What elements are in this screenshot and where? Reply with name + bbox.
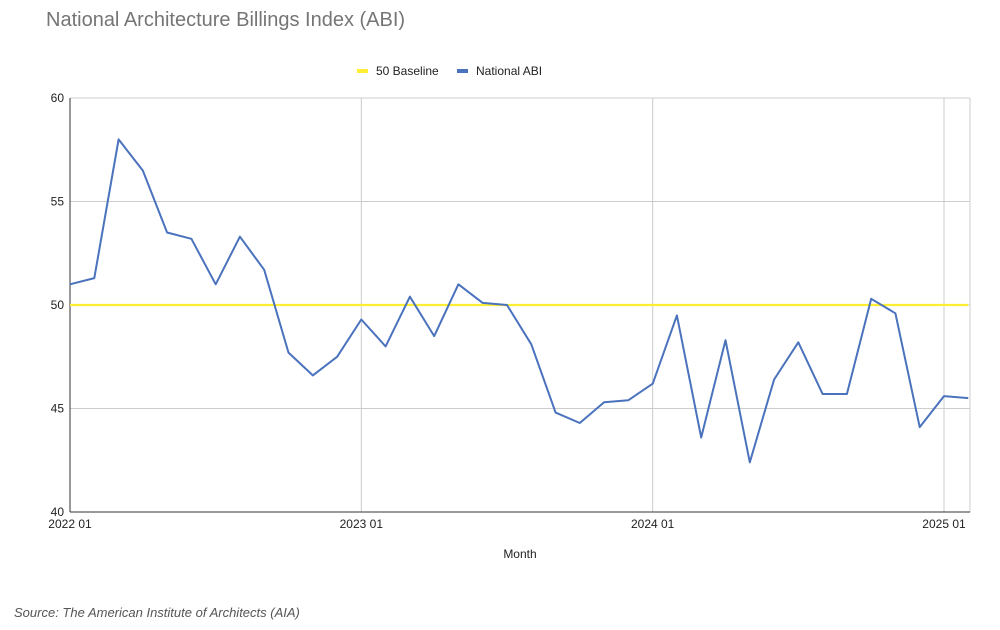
x-tick-label-2024-01: 2024 01 [631, 517, 675, 531]
y-tick-label-60: 60 [51, 91, 65, 105]
series-line-national-abi [69, 138, 969, 464]
legend-swatch-national-abi [457, 69, 468, 73]
legend-label-50-baseline: 50 Baseline [376, 64, 439, 78]
legend-label-national-abi: National ABI [476, 64, 542, 78]
series-lines [69, 138, 969, 464]
y-tick-label-45: 45 [51, 402, 65, 416]
x-tick-label-2022-01: 2022 01 [48, 517, 92, 531]
x-axis-title: Month [503, 547, 536, 561]
legend: 50 Baseline National ABI [357, 64, 542, 78]
source-note: Source: The American Institute of Archit… [14, 605, 300, 620]
y-tick-label-50: 50 [51, 298, 65, 312]
x-tick-label-2023-01: 2023 01 [340, 517, 384, 531]
y-tick-label-40: 40 [51, 505, 65, 519]
legend-swatch-50-baseline [357, 69, 368, 73]
x-tick-label-2025-01: 2025 01 [922, 517, 966, 531]
chart-title: National Architecture Billings Index (AB… [46, 9, 406, 31]
tick-labels: 40 45 50 55 60 2022 01 2023 01 2024 01 2025 01 [48, 91, 966, 531]
y-tick-label-55: 55 [51, 195, 65, 209]
